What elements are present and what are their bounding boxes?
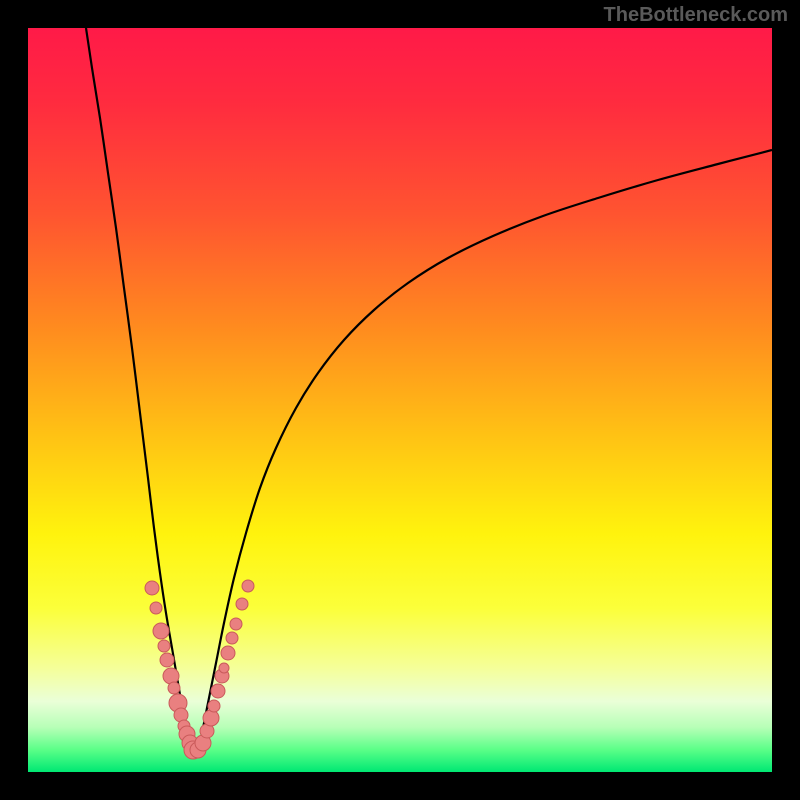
data-dot <box>221 646 235 660</box>
data-dot <box>242 580 254 592</box>
data-dot <box>168 682 180 694</box>
data-dot <box>219 663 229 673</box>
data-dot <box>211 684 225 698</box>
data-dot <box>203 710 219 726</box>
gradient-background <box>28 28 772 772</box>
data-dot <box>158 640 170 652</box>
data-dot <box>226 632 238 644</box>
data-dot <box>150 602 162 614</box>
chart-frame: TheBottleneck.com <box>0 0 800 800</box>
data-dot <box>153 623 169 639</box>
data-dot <box>163 668 179 684</box>
plot-area <box>28 28 772 772</box>
data-dot <box>230 618 242 630</box>
watermark-text: TheBottleneck.com <box>604 4 788 27</box>
chart-svg <box>28 28 772 772</box>
data-dot <box>208 700 220 712</box>
data-dot <box>160 653 174 667</box>
data-dot <box>145 581 159 595</box>
data-dot <box>236 598 248 610</box>
